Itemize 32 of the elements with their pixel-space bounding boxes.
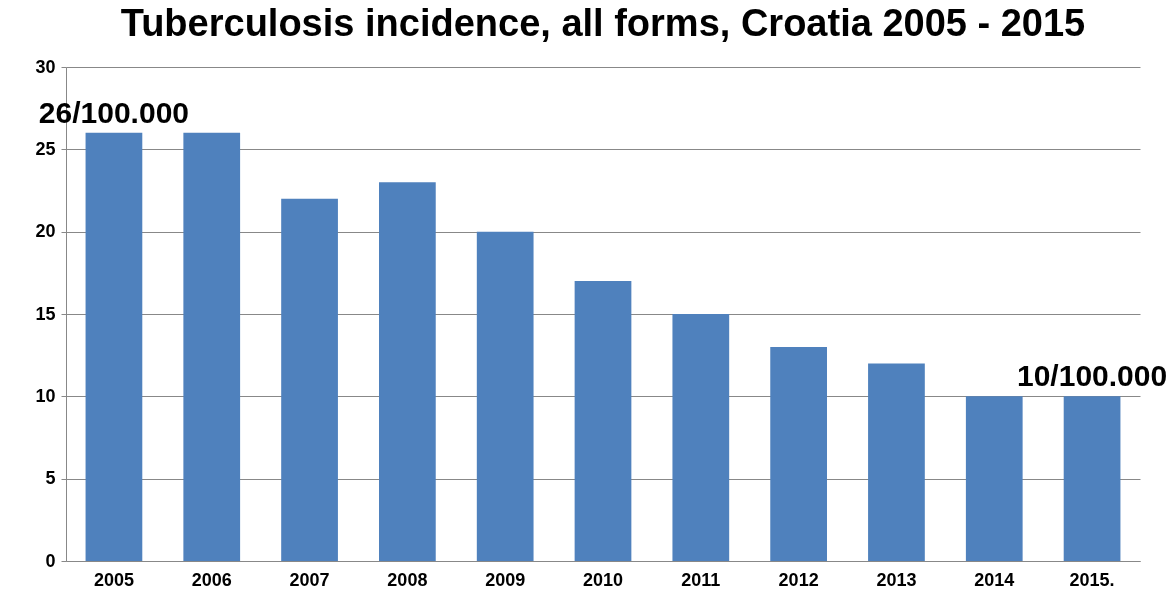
- bar: [379, 182, 436, 561]
- x-tick-label: 2015.: [1069, 569, 1115, 590]
- annotation: 10/100.000: [1016, 359, 1168, 393]
- x-tick-label: 2009: [485, 569, 526, 590]
- x-tick-label: 2008: [387, 569, 428, 590]
- bar: [770, 346, 827, 561]
- bar: [672, 314, 730, 561]
- x-tick-label: 2012: [778, 569, 819, 590]
- bar: [281, 198, 338, 561]
- bar: [574, 281, 632, 561]
- y-tick-label: 0: [45, 550, 56, 571]
- y-tick-label: 10: [35, 385, 56, 406]
- y-tick-label: 15: [35, 303, 56, 324]
- y-tick-label: 20: [35, 221, 56, 242]
- x-tick-label: 2007: [289, 569, 330, 590]
- x-tick-label: 2013: [876, 569, 917, 590]
- x-tick-label: 2010: [582, 569, 624, 590]
- bar: [85, 132, 143, 561]
- chart-title: Tuberculosis incidence, all forms, Croatia 2005 - 2015: [120, 2, 1086, 44]
- bar: [1063, 396, 1121, 561]
- bar: [476, 231, 534, 561]
- bar: [183, 132, 241, 561]
- y-tick-label: 5: [45, 468, 56, 489]
- bar: [868, 363, 925, 561]
- y-tick-label: 30: [35, 56, 56, 77]
- x-tick-label: 2005: [93, 569, 134, 590]
- x-tick-label: 2006: [191, 569, 232, 590]
- bar: [965, 396, 1023, 561]
- x-tick-label: 2011: [681, 569, 721, 590]
- y-tick-label: 25: [35, 138, 56, 159]
- annotation: 26/100.000: [38, 95, 190, 129]
- x-tick-label: 2014: [974, 569, 1015, 590]
